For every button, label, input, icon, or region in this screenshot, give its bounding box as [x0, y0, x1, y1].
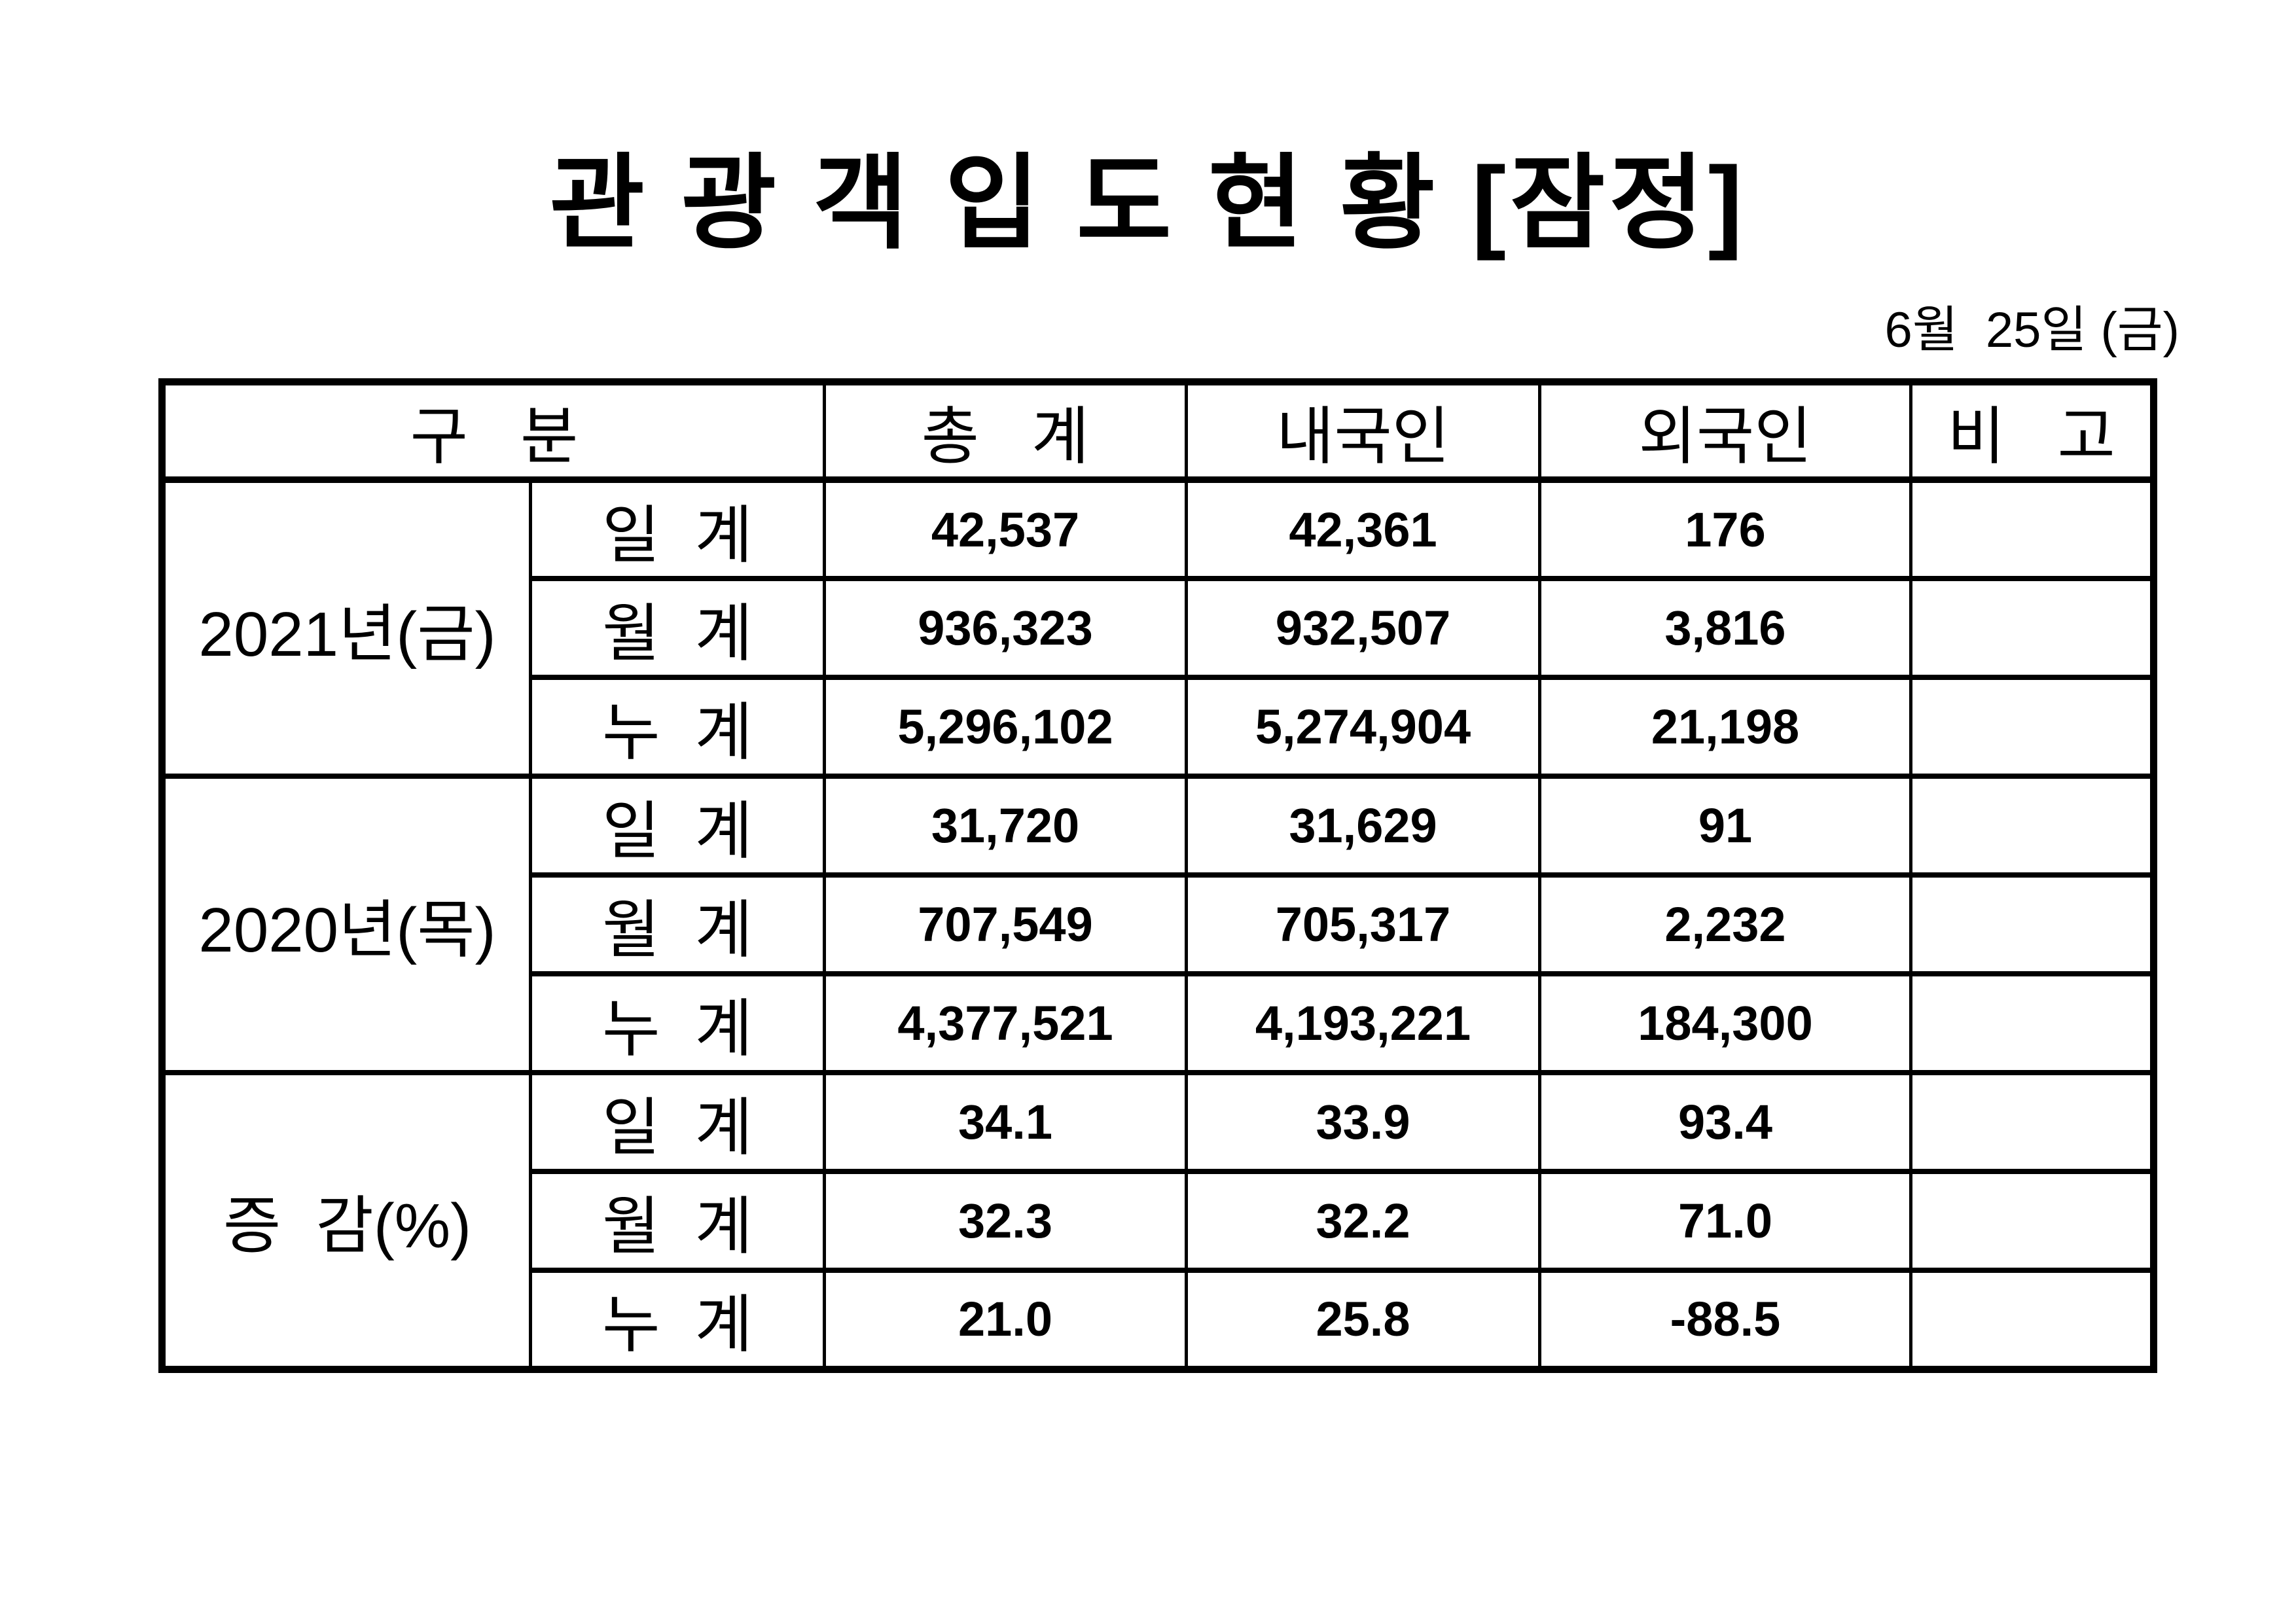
note-cell [1909, 1169, 2155, 1273]
value-foreign: 91 [1538, 774, 1912, 878]
row-label-cumulative: 누 계 [529, 971, 826, 1075]
value-foreign: -88.5 [1538, 1268, 1912, 1372]
value-total: 34.1 [823, 1070, 1188, 1174]
row-label-daily: 일 계 [529, 1070, 826, 1174]
value-domestic: 42,361 [1185, 477, 1541, 581]
note-cell [1909, 971, 2155, 1075]
value-domestic: 932,507 [1185, 576, 1541, 680]
note-cell [1909, 576, 2155, 680]
table-row-change-cumulative: 누 계 21.0 25.8 -88.5 [162, 1268, 2155, 1372]
value-domestic: 705,317 [1185, 872, 1541, 976]
note-cell [1909, 675, 2155, 779]
note-cell [1909, 1268, 2155, 1372]
value-foreign: 21,198 [1538, 675, 1912, 779]
row-label-cumulative: 누 계 [529, 1268, 826, 1372]
col-header-note: 비 고 [1909, 379, 2155, 483]
value-total: 32.3 [823, 1169, 1188, 1273]
value-foreign: 3,816 [1538, 576, 1912, 680]
row-label-cumulative: 누 계 [529, 675, 826, 779]
row-label-monthly: 월 계 [529, 576, 826, 680]
value-domestic: 5,274,904 [1185, 675, 1541, 779]
row-label-daily: 일 계 [529, 477, 826, 581]
note-cell [1909, 774, 2155, 878]
value-domestic: 31,629 [1185, 774, 1541, 878]
table-row-2021-monthly: 월 계 936,323 932,507 3,816 [162, 576, 2155, 680]
value-foreign: 184,300 [1538, 971, 1912, 1075]
col-header-foreign: 외국인 [1538, 379, 1912, 483]
col-header-domestic: 내국인 [1185, 379, 1541, 483]
table-row-change-daily: 증 감(%) 일 계 34.1 33.9 93.4 [160, 1070, 2155, 1372]
header-row: 구 분 총 계 내국인 외국인 비 고 [160, 379, 2155, 483]
value-foreign: 93.4 [1538, 1070, 1912, 1174]
date-label: 6월 25일 (금) [1884, 302, 2179, 358]
table-row-change-monthly: 월 계 32.3 32.2 71.0 [162, 1169, 2155, 1273]
table-row-2021-cumulative: 누 계 5,296,102 5,274,904 21,198 [162, 675, 2155, 779]
value-domestic: 25.8 [1185, 1268, 1541, 1372]
value-total: 5,296,102 [823, 675, 1188, 779]
value-domestic: 32.2 [1185, 1169, 1541, 1273]
value-total: 936,323 [823, 576, 1188, 680]
note-cell [1909, 477, 2155, 581]
col-header-total: 총 계 [823, 379, 1188, 483]
value-domestic: 33.9 [1185, 1070, 1541, 1174]
row-group-label-2021: 2021년(금) [160, 477, 532, 779]
value-foreign: 71.0 [1538, 1169, 1912, 1273]
page-title: 관 광 객 입 도 현 황 [잠정] [549, 146, 1747, 261]
row-group-label-2020: 2020년(목) [160, 774, 532, 1075]
note-cell [1909, 1070, 2155, 1174]
col-header-category: 구 분 [160, 379, 826, 483]
row-label-daily: 일 계 [529, 774, 826, 878]
table-row-2020-monthly: 월 계 707,549 705,317 2,232 [162, 872, 2155, 976]
value-total: 4,377,521 [823, 971, 1188, 1075]
row-label-monthly: 월 계 [529, 1169, 826, 1273]
value-foreign: 2,232 [1538, 872, 1912, 976]
note-cell [1909, 872, 2155, 976]
table-row-2021-daily: 2021년(금) 일 계 42,537 42,361 176 [160, 477, 2155, 779]
value-domestic: 4,193,221 [1185, 971, 1541, 1075]
tourist-arrivals-table: 구 분 총 계 내국인 외국인 비 고 2021년(금) 일 계 42,537 … [158, 378, 2157, 1373]
value-foreign: 176 [1538, 477, 1912, 581]
value-total: 42,537 [823, 477, 1188, 581]
value-total: 707,549 [823, 872, 1188, 976]
table-row-2020-daily: 2020년(목) 일 계 31,720 31,629 91 [160, 774, 2155, 1075]
value-total: 31,720 [823, 774, 1188, 878]
value-total: 21.0 [823, 1268, 1188, 1372]
row-label-monthly: 월 계 [529, 872, 826, 976]
table-row-2020-cumulative: 누 계 4,377,521 4,193,221 184,300 [162, 971, 2155, 1075]
row-group-label-change: 증 감(%) [160, 1070, 532, 1372]
